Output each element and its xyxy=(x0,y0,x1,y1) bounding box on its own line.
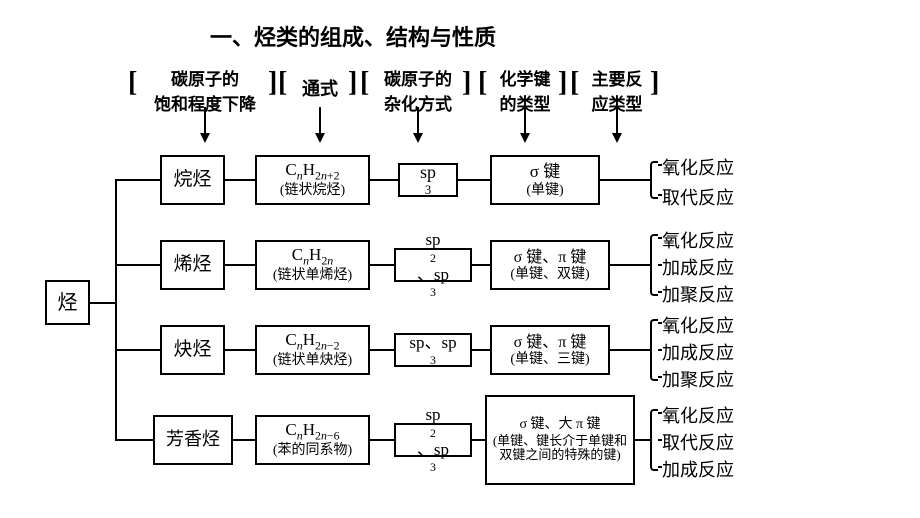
header-arrow-line-0 xyxy=(204,107,206,135)
conn-0-d xyxy=(600,179,650,181)
reaction-tick-3-2 xyxy=(658,466,662,468)
branch-2 xyxy=(115,349,160,351)
conn-0-a xyxy=(225,179,255,181)
type-box-2: 炔烃 xyxy=(160,325,225,375)
bond-box-0: σ 键(单键) xyxy=(490,155,600,205)
formula-box-3: CnH2n−6(苯的同系物) xyxy=(255,415,370,465)
header-arrow-1 xyxy=(315,133,325,143)
conn-2-a xyxy=(225,349,255,351)
reaction-0-0: 氧化反应 xyxy=(662,154,734,180)
reaction-bracket-0 xyxy=(650,161,658,199)
root-stem xyxy=(90,302,115,304)
conn-1-a xyxy=(225,264,255,266)
conn-3-a xyxy=(233,439,255,441)
formula-box-2: CnH2n−2(链状单炔烃) xyxy=(255,325,370,375)
reaction-2-2: 加聚反应 xyxy=(662,366,734,392)
reaction-3-1: 取代反应 xyxy=(662,429,734,455)
header-bracket-r-1: ] xyxy=(348,67,357,99)
reaction-tick-3-0 xyxy=(658,412,662,414)
reaction-tick-1-0 xyxy=(658,237,662,239)
conn-2-c xyxy=(472,349,490,351)
reaction-2-1: 加成反应 xyxy=(662,339,734,365)
reaction-tick-1-2 xyxy=(658,291,662,293)
hybrid-box-3: sp2、sp3 xyxy=(394,423,472,457)
type-box-3: 芳香烃 xyxy=(153,415,233,465)
formula-box-0: CnH2n+2(链状烷烃) xyxy=(255,155,370,205)
conn-0-c xyxy=(458,179,490,181)
header-bracket-l-4: [ xyxy=(570,67,579,99)
header-bracket-r-0: ] xyxy=(268,67,277,99)
conn-0-b xyxy=(370,179,398,181)
reaction-bracket-3 xyxy=(650,409,658,471)
header-bracket-r-3: ] xyxy=(558,67,567,99)
header-bracket-l-1: [ xyxy=(278,67,287,99)
root-trunk xyxy=(115,179,117,441)
column-header-1: 通式 xyxy=(290,75,350,101)
reaction-3-0: 氧化反应 xyxy=(662,402,734,428)
header-arrow-line-2 xyxy=(417,107,419,135)
type-box-0: 烷烃 xyxy=(160,155,225,205)
conn-3-d xyxy=(635,439,650,441)
conn-1-c xyxy=(472,264,490,266)
header-bracket-r-2: ] xyxy=(462,67,471,99)
header-bracket-l-0: [ xyxy=(128,67,137,99)
reaction-tick-2-0 xyxy=(658,322,662,324)
conn-3-b xyxy=(370,439,394,441)
branch-3 xyxy=(115,439,153,441)
header-arrow-3 xyxy=(520,133,530,143)
header-arrow-2 xyxy=(413,133,423,143)
reaction-tick-2-1 xyxy=(658,349,662,351)
conn-1-b xyxy=(370,264,394,266)
reaction-bracket-2 xyxy=(650,319,658,381)
reaction-tick-1-1 xyxy=(658,264,662,266)
reaction-tick-2-2 xyxy=(658,376,662,378)
reaction-1-1: 加成反应 xyxy=(662,254,734,280)
bond-box-1: σ 键、π 键(单键、双键) xyxy=(490,240,610,290)
header-arrow-4 xyxy=(612,133,622,143)
bond-box-2: σ 键、π 键(单键、三键) xyxy=(490,325,610,375)
hybrid-box-1: sp2、sp3 xyxy=(394,248,472,282)
reaction-0-1: 取代反应 xyxy=(662,184,734,210)
hybrid-box-0: sp3 xyxy=(398,163,458,197)
header-bracket-l-2: [ xyxy=(360,67,369,99)
conn-1-d xyxy=(610,264,650,266)
conn-2-b xyxy=(370,349,394,351)
branch-0 xyxy=(115,179,160,181)
formula-box-1: CnH2n(链状单烯烃) xyxy=(255,240,370,290)
reaction-2-0: 氧化反应 xyxy=(662,312,734,338)
reaction-tick-3-1 xyxy=(658,439,662,441)
reaction-tick-0-0 xyxy=(658,164,662,166)
header-arrow-0 xyxy=(200,133,210,143)
bond-box-3: σ 键、大 π 键(单键、键长介于单键和双键之间的特殊的键) xyxy=(485,395,635,485)
header-arrow-line-4 xyxy=(616,107,618,135)
root-node: 烃 xyxy=(45,280,90,325)
reaction-1-2: 加聚反应 xyxy=(662,281,734,307)
conn-2-d xyxy=(610,349,650,351)
header-arrow-line-3 xyxy=(524,107,526,135)
header-bracket-r-4: ] xyxy=(650,67,659,99)
hybrid-box-2: sp、sp3 xyxy=(394,333,472,367)
header-arrow-line-1 xyxy=(319,107,321,135)
conn-3-c xyxy=(472,439,485,441)
reaction-bracket-1 xyxy=(650,234,658,296)
reaction-1-0: 氧化反应 xyxy=(662,227,734,253)
reaction-tick-0-1 xyxy=(658,194,662,196)
page-title: 一、烃类的组成、结构与性质 xyxy=(210,20,496,52)
reaction-3-2: 加成反应 xyxy=(662,456,734,482)
header-bracket-l-3: [ xyxy=(478,67,487,99)
branch-1 xyxy=(115,264,160,266)
type-box-1: 烯烃 xyxy=(160,240,225,290)
